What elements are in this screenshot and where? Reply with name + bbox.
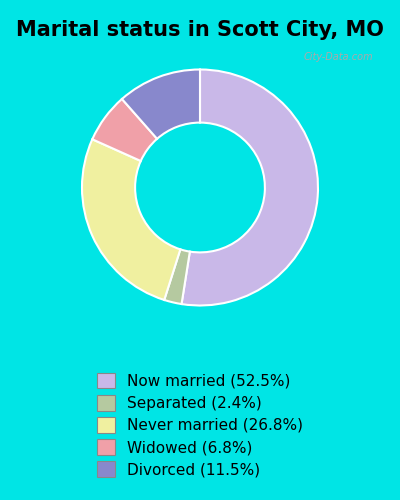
Text: City-Data.com: City-Data.com [303, 52, 373, 62]
Wedge shape [182, 70, 318, 306]
Wedge shape [122, 70, 200, 139]
Wedge shape [164, 250, 190, 304]
Text: Marital status in Scott City, MO: Marital status in Scott City, MO [16, 20, 384, 40]
Wedge shape [92, 99, 157, 161]
Legend: Now married (52.5%), Separated (2.4%), Never married (26.8%), Widowed (6.8%), Di: Now married (52.5%), Separated (2.4%), N… [89, 365, 311, 485]
Wedge shape [82, 140, 180, 300]
